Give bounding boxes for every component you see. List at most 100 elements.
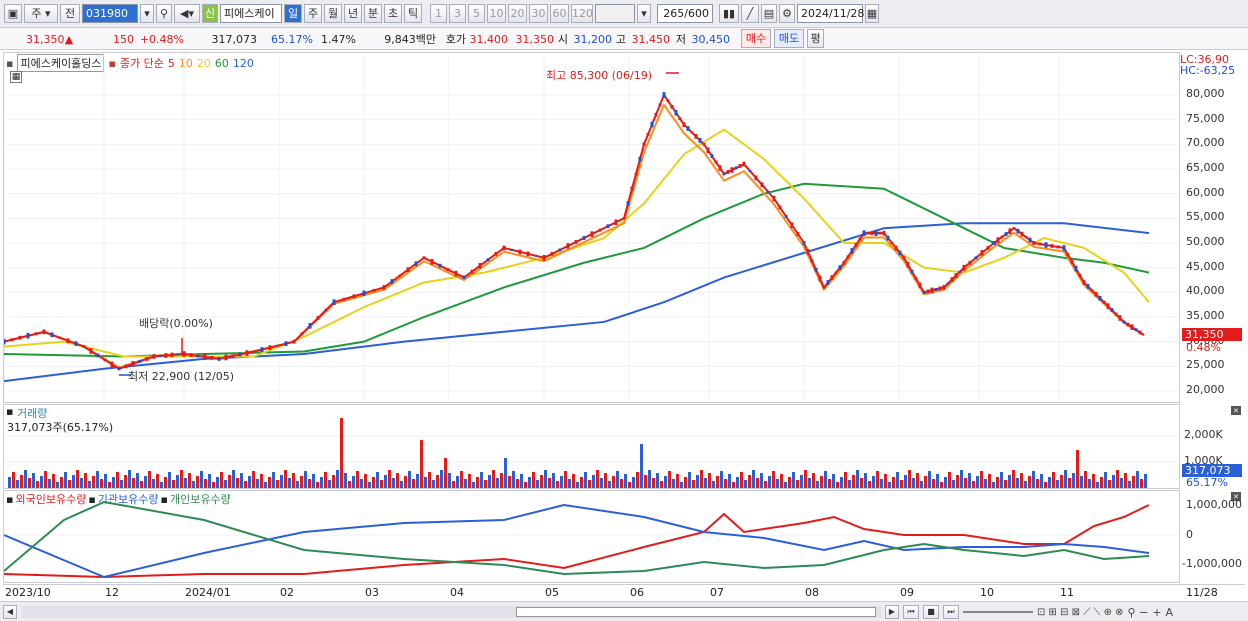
volume-bar — [860, 478, 863, 488]
interval-dropdown-icon[interactable]: ▾ — [637, 4, 651, 23]
zoom-out-icon[interactable]: ⚲ − — [1127, 605, 1149, 619]
volume-bar — [252, 471, 255, 488]
interval-120[interactable]: 120 — [571, 4, 593, 23]
x-axis-label: 04 — [450, 586, 464, 599]
sell-button[interactable]: 매도 — [774, 29, 804, 48]
volume-bar — [664, 476, 667, 488]
volume-bar — [704, 478, 707, 488]
volume-bar — [104, 474, 107, 488]
market-type-select[interactable]: 주 ▾ — [24, 4, 58, 23]
stop-icon[interactable]: ■ — [923, 605, 939, 619]
high-annotation: 최고 85,300 (06/19) — [546, 69, 653, 82]
volume-bar — [544, 470, 547, 488]
eval-button[interactable]: 평 — [807, 29, 824, 48]
interval-1[interactable]: 1 — [430, 4, 447, 23]
volume-bar — [56, 482, 59, 488]
tab-day[interactable]: 일 — [284, 4, 302, 23]
interval-10[interactable]: 10 — [487, 4, 506, 23]
volume-bar — [88, 481, 91, 488]
scroll-left-icon[interactable]: ◀ — [3, 605, 17, 619]
volume-bar — [324, 472, 327, 488]
calendar-icon[interactable]: ▦ — [865, 4, 879, 23]
volume-bar — [680, 482, 683, 488]
interval-5[interactable]: 5 — [468, 4, 485, 23]
interval-20[interactable]: 20 — [508, 4, 527, 23]
change-value: 150 — [113, 32, 134, 46]
candle — [748, 169, 752, 172]
tab-tick[interactable]: 틱 — [404, 4, 422, 23]
volume-bar — [1112, 475, 1115, 488]
last-page-icon[interactable]: ⏭ — [943, 605, 959, 619]
volume-bar — [24, 470, 27, 488]
window-menu-icon[interactable]: ▣ — [4, 4, 22, 23]
volume-bar — [44, 471, 47, 488]
volume-bar — [1048, 477, 1051, 488]
candle — [502, 245, 506, 251]
tab-year[interactable]: 년 — [344, 4, 362, 23]
stock-code-input[interactable]: 031980 — [82, 4, 138, 23]
candle — [352, 294, 356, 299]
candle — [245, 350, 249, 356]
draw-tool-icon[interactable]: ╱ — [741, 4, 759, 23]
scroll-right-icon[interactable]: ▶ — [885, 605, 899, 619]
sound-icon[interactable]: ◀▾ — [174, 4, 200, 23]
candle-type-icon[interactable]: ▮▮ — [719, 4, 739, 23]
candle — [406, 267, 410, 272]
volume-bar — [272, 472, 275, 488]
zoom-in-icon[interactable]: + — [1152, 605, 1162, 619]
interval-3[interactable]: 3 — [449, 4, 466, 23]
tab-second[interactable]: 초 — [384, 4, 402, 23]
volume-bar — [228, 475, 231, 488]
pct-tag: 0.48% — [1186, 341, 1221, 354]
volume-bar — [472, 482, 475, 488]
volume-bar — [992, 482, 995, 488]
buy-button[interactable]: 매수 — [741, 29, 771, 48]
candle — [110, 361, 114, 368]
zoom-slider[interactable] — [963, 611, 1033, 613]
volume-bar — [292, 473, 295, 488]
volume-bar — [180, 470, 183, 488]
interval-30[interactable]: 30 — [529, 4, 548, 23]
candle — [1004, 232, 1008, 237]
candle — [550, 251, 554, 256]
scrollbar-thumb[interactable] — [516, 607, 876, 617]
volume-bar — [716, 476, 719, 488]
candle — [686, 126, 690, 131]
volume-panel[interactable]: ▪ 거래량 317,073주(65.17%) — [3, 404, 1180, 489]
tab-month[interactable]: 월 — [324, 4, 342, 23]
first-page-icon[interactable]: ⏮ — [903, 605, 919, 619]
prev-button[interactable]: 전 — [60, 4, 80, 23]
volume-bar — [504, 458, 507, 488]
date-input[interactable]: 2024/11/28 — [797, 4, 864, 23]
font-size-icon[interactable]: A — [1165, 605, 1174, 619]
volume-bar — [1032, 471, 1035, 488]
volume-close-icon[interactable]: ✕ — [1231, 406, 1241, 415]
interval-60[interactable]: 60 — [550, 4, 569, 23]
holdings-close-icon[interactable]: ✕ — [1231, 492, 1241, 501]
search-icon[interactable]: ⚲ — [156, 4, 172, 23]
save-icon[interactable]: ▤ — [761, 4, 777, 23]
candle — [1016, 228, 1020, 234]
count-input[interactable]: 265/600 — [657, 4, 713, 23]
horizontal-scrollbar[interactable] — [21, 606, 881, 618]
volume-bar — [240, 473, 243, 488]
gear-icon[interactable]: ⚙ — [779, 4, 795, 23]
code-dropdown-icon[interactable]: ▾ — [140, 4, 154, 23]
volume-bar — [1088, 479, 1091, 488]
tab-week[interactable]: 주 — [304, 4, 322, 23]
volume-bar — [772, 471, 775, 488]
price-chart-panel[interactable]: ▪ 피에스케이홀딩스 ▪ 종가 단순 5 10 20 60 120 ▦ 최고 8… — [3, 52, 1180, 403]
volume-bar — [556, 481, 559, 488]
volume-bar — [784, 482, 787, 488]
bottom-bar: ◀ ▶ ⏮ ■ ⏭ ⊡ ⊞ ⊟ ⊠ ⟋ ⟍ ⊕ ⊗ ⚲ − + A — [0, 601, 1248, 621]
chart-tools-icon[interactable]: ⊡ ⊞ ⊟ ⊠ ⟋ ⟍ ⊕ ⊗ — [1037, 606, 1124, 618]
interval-custom-input[interactable] — [595, 4, 635, 23]
tab-minute[interactable]: 분 — [364, 4, 382, 23]
calculator-icon[interactable]: ▦ — [10, 71, 22, 83]
candle — [1038, 242, 1042, 246]
holdings-panel[interactable]: ▪ 외국인보유수량 ▪ 기관보유수량 ▪ 개인보유수량 — [3, 490, 1180, 583]
volume-bar — [536, 480, 539, 488]
volume-bar — [744, 480, 747, 488]
institution-line — [4, 503, 1150, 579]
volume-bar — [912, 478, 915, 488]
